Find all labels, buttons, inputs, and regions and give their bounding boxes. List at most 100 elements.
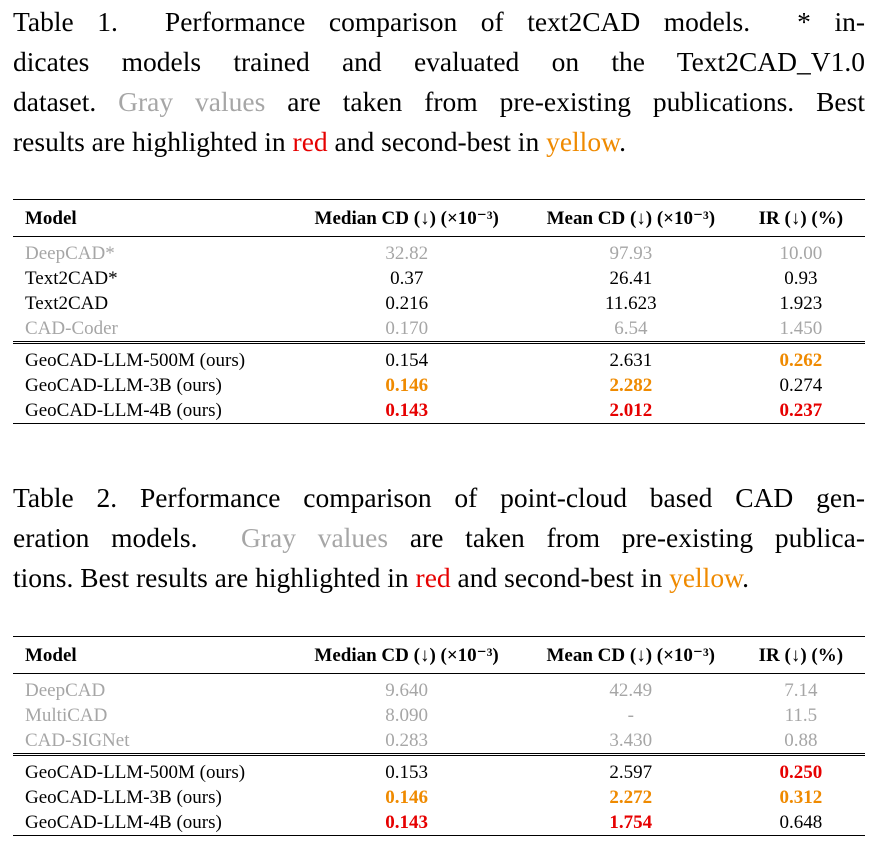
caption-segment: dicates models trained and evaluated on … <box>13 46 865 77</box>
value-cell: 6.54 <box>614 318 648 339</box>
caption-segment: eration models. <box>13 522 242 553</box>
value-cell: - <box>627 705 634 726</box>
column-header: Median CD (↓) (×10⁻³) <box>314 644 499 666</box>
column-header: Median CD (↓) (×10⁻³) <box>314 207 499 229</box>
model-name-cell: GeoCAD-LLM-500M (ours) <box>25 350 246 371</box>
value-cell: 0.216 <box>385 293 429 314</box>
baseline-row: Text2CAD* 0.37 26.41 0.93 <box>13 266 865 291</box>
value-cell: 0.93 <box>784 268 818 289</box>
caption-segment: Gray values <box>241 522 389 553</box>
caption-segment: Gray values <box>118 86 266 117</box>
ours-row: GeoCAD-LLM-3B (ours) 0.146 2.272 0.312 <box>13 785 865 810</box>
table-2-caption: Table 2. Performance comparison of point… <box>13 478 865 598</box>
caption-line: tions. Best results are highlighted in r… <box>13 558 865 598</box>
table-1-caption: Table 1. Performance comparison of text2… <box>13 2 865 162</box>
table-1: Model Median CD (↓) (×10⁻³) Mean CD (↓) (×… <box>13 199 865 424</box>
ours-group: GeoCAD-LLM-500M (ours) 0.153 2.597 0.250 Geo… <box>13 754 865 836</box>
model-name-cell: GeoCAD-LLM-3B (ours) <box>25 375 222 396</box>
caption-segment: are taken from pre-existing publications… <box>265 86 865 117</box>
value-cell: 0.262 <box>779 350 823 371</box>
value-cell: 0.170 <box>385 318 429 339</box>
caption-segment: Table 1. Performance comparison of text2… <box>13 6 865 37</box>
ours-row: GeoCAD-LLM-3B (ours) 0.146 2.282 0.274 <box>13 373 865 398</box>
model-name-cell: Text2CAD <box>25 293 109 314</box>
column-header: Model <box>25 207 77 229</box>
value-cell: 0.274 <box>779 375 823 396</box>
caption-segment: red <box>415 562 451 593</box>
value-cell: 2.597 <box>609 762 653 783</box>
column-header: Mean CD (↓) (×10⁻³) <box>546 644 716 666</box>
baseline-row: MultiCAD 8.090 - 11.5 <box>13 703 865 728</box>
baseline-row: Text2CAD 0.216 11.623 1.923 <box>13 291 865 316</box>
column-header: IR (↓) (%) <box>758 207 844 229</box>
caption-segment: yellow <box>669 562 743 593</box>
value-cell: 0.153 <box>385 762 428 783</box>
value-cell: 97.93 <box>609 243 653 264</box>
ours-row: GeoCAD-LLM-4B (ours) 0.143 2.012 0.237 <box>13 398 865 424</box>
value-cell: 0.146 <box>385 375 429 396</box>
value-cell: 0.237 <box>779 400 823 421</box>
value-cell: 11.5 <box>784 705 818 726</box>
value-cell: 2.282 <box>609 375 653 396</box>
caption-segment: and second-best in <box>327 126 547 157</box>
ours-group: GeoCAD-LLM-500M (ours) 0.154 2.631 0.262 Geo… <box>13 342 865 424</box>
table-header: Model Median CD (↓) (×10⁻³) Mean CD (↓) (×… <box>13 636 865 674</box>
ours-row: GeoCAD-LLM-4B (ours) 0.143 1.754 0.648 <box>13 810 865 836</box>
model-name-cell: CAD-SIGNet <box>25 730 130 751</box>
value-cell: 0.154 <box>385 350 429 371</box>
model-name-cell: Text2CAD* <box>25 268 118 289</box>
ours-row: GeoCAD-LLM-500M (ours) 0.154 2.631 0.262 <box>13 343 865 374</box>
value-cell: 42.49 <box>609 680 653 701</box>
value-cell: 2.631 <box>609 350 653 371</box>
baseline-row: CAD-SIGNet 0.283 3.430 0.88 <box>13 728 865 755</box>
caption-segment: tions. Best results are highlighted in <box>13 562 416 593</box>
column-header: IR (↓) (%) <box>758 644 844 666</box>
value-cell: 0.146 <box>385 787 428 808</box>
value-cell: 32.82 <box>385 243 429 264</box>
value-cell: 7.14 <box>784 680 818 701</box>
caption-line: dataset. Gray values are taken from pre-… <box>13 82 865 122</box>
baselines-group: DeepCAD 9.640 42.49 7.14 MultiCAD 8.090-11.5 C… <box>13 674 865 755</box>
value-cell: 0.283 <box>385 730 428 751</box>
value-cell: 0.250 <box>779 762 823 783</box>
caption-segment: . <box>742 562 750 593</box>
value-cell: 0.88 <box>784 730 818 751</box>
value-cell: 2.272 <box>609 787 653 808</box>
table-header: Model Median CD (↓) (×10⁻³) Mean CD (↓) (×… <box>13 199 865 237</box>
caption-line: dicates models trained and evaluated on … <box>13 42 865 82</box>
caption-segment: yellow <box>546 126 620 157</box>
value-cell: 0.37 <box>390 268 424 289</box>
column-header: Model <box>25 644 77 666</box>
caption-line: Table 2. Performance comparison of point… <box>13 478 865 518</box>
model-name-cell: MultiCAD <box>25 705 108 726</box>
table-2: Model Median CD (↓) (×10⁻³) Mean CD (↓) (×… <box>13 636 865 836</box>
value-cell: 8.090 <box>385 705 428 726</box>
caption-line: eration models. Gray values are taken fr… <box>13 518 865 558</box>
model-name-cell: DeepCAD* <box>25 243 115 264</box>
caption-line: results are highlighted in red and secon… <box>13 122 865 162</box>
value-cell: 26.41 <box>609 268 653 289</box>
caption-segment: red <box>292 126 328 157</box>
caption-segment: and second-best in <box>450 562 670 593</box>
value-cell: 0.648 <box>779 812 823 833</box>
value-cell: 1.450 <box>779 318 823 339</box>
baseline-row: DeepCAD* 32.82 97.93 10.00 <box>13 237 865 267</box>
baselines-group: DeepCAD* 32.82 97.93 10.00 Text2CAD* 0.37 26.4… <box>13 237 865 343</box>
value-cell: 0.312 <box>779 787 823 808</box>
value-cell: 0.143 <box>385 812 428 833</box>
value-cell: 10.00 <box>779 243 823 264</box>
value-cell: 1.923 <box>779 293 823 314</box>
header-row: Model Median CD (↓) (×10⁻³) Mean CD (↓) (×… <box>13 199 865 237</box>
caption-segment: . <box>619 126 627 157</box>
header-row: Model Median CD (↓) (×10⁻³) Mean CD (↓) (×… <box>13 636 865 674</box>
model-name-cell: GeoCAD-LLM-4B (ours) <box>25 812 222 833</box>
value-cell: 9.640 <box>385 680 428 701</box>
value-cell: 3.430 <box>609 730 653 751</box>
model-name-cell: GeoCAD-LLM-3B (ours) <box>25 787 222 808</box>
caption-segment: dataset. <box>13 86 119 117</box>
model-name-cell: DeepCAD <box>25 680 106 701</box>
model-name-cell: GeoCAD-LLM-4B (ours) <box>25 400 222 421</box>
value-cell: 1.754 <box>609 812 653 833</box>
caption-segment: Table 2. Performance comparison of point… <box>13 482 865 513</box>
caption-segment: are taken from pre-existing publica- <box>388 522 865 553</box>
